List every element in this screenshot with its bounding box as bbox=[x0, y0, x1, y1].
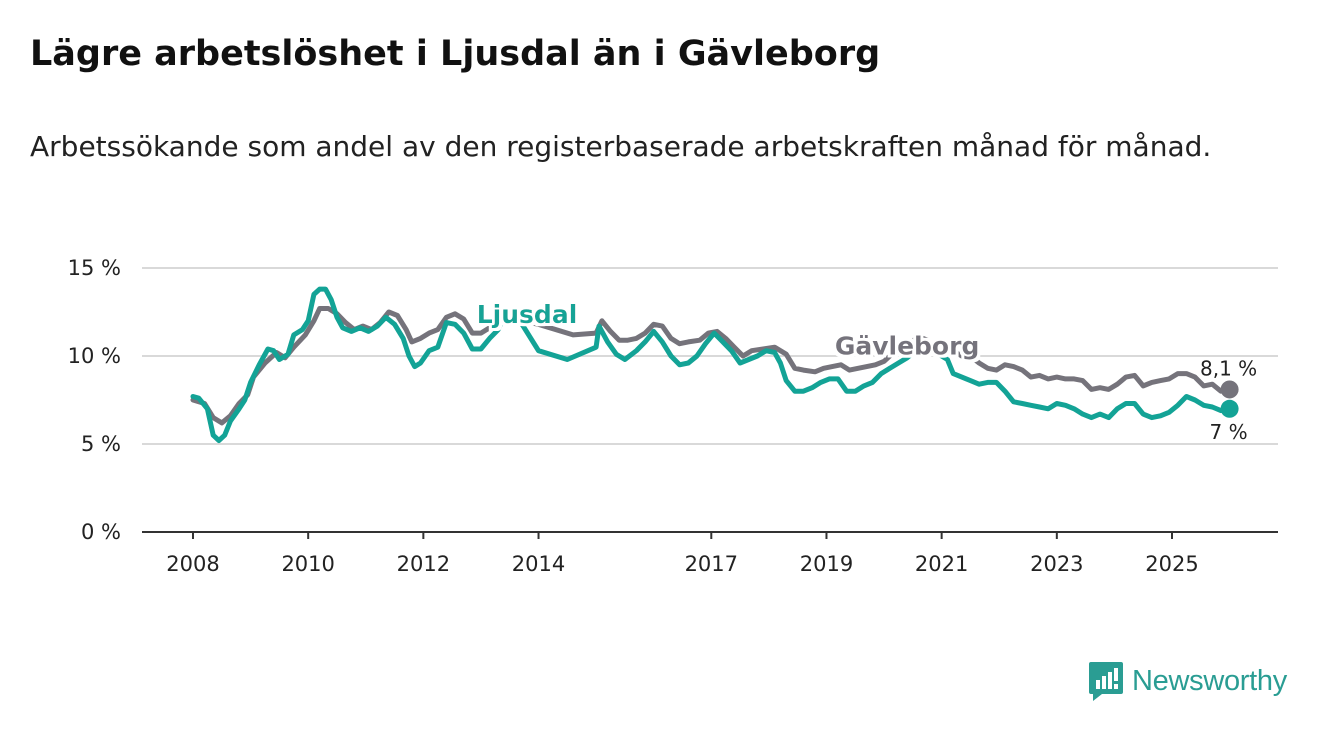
y-tick-label: 15 % bbox=[68, 256, 121, 280]
x-tick-label: 2014 bbox=[512, 552, 565, 576]
y-tick-label: 5 % bbox=[81, 432, 121, 456]
series-line-gävleborg bbox=[190, 306, 1233, 426]
brand-logo: Newsworthy bbox=[1088, 660, 1287, 702]
end-label-gävleborg: 8,1 % bbox=[1200, 356, 1257, 380]
series-labels: 8,1 % 7 % Gävleborg Ljusdal bbox=[477, 300, 1257, 444]
series-line-ljusdal bbox=[190, 286, 1233, 443]
x-tick-label: 2019 bbox=[800, 552, 853, 576]
series-lines bbox=[190, 286, 1239, 443]
series-label-gävleborg: Gävleborg bbox=[835, 331, 980, 360]
x-tick-label: 2010 bbox=[281, 552, 334, 576]
grid-lines bbox=[142, 267, 1278, 445]
x-tick-label: 2021 bbox=[915, 552, 968, 576]
axes: 0 % 5 % 10 % 15 % 2008 2010 2012 2014 2017 2019 20… bbox=[68, 256, 1278, 576]
series-label-ljusdal: Ljusdal bbox=[477, 300, 578, 329]
x-tick-label: 2017 bbox=[685, 552, 738, 576]
x-tick-label: 2008 bbox=[166, 552, 219, 576]
x-tick-label: 2023 bbox=[1030, 552, 1083, 576]
chart-title: Lägre arbetslöshet i Ljusdal än i Gävleb… bbox=[30, 34, 881, 74]
brand-name: Newsworthy bbox=[1132, 664, 1287, 697]
x-tick-label: 2012 bbox=[397, 552, 450, 576]
y-tick-label: 0 % bbox=[81, 520, 121, 544]
x-tick-label: 2025 bbox=[1145, 552, 1198, 576]
end-label-ljusdal: 7 % bbox=[1210, 420, 1248, 444]
y-tick-label: 10 % bbox=[68, 344, 121, 368]
newsworthy-logo-icon bbox=[1089, 662, 1123, 701]
end-point-ljusdal bbox=[1220, 399, 1239, 418]
chart-subtitle: Arbetssökande som andel av den registerb… bbox=[30, 130, 1212, 163]
end-point-gävleborg bbox=[1220, 380, 1239, 399]
